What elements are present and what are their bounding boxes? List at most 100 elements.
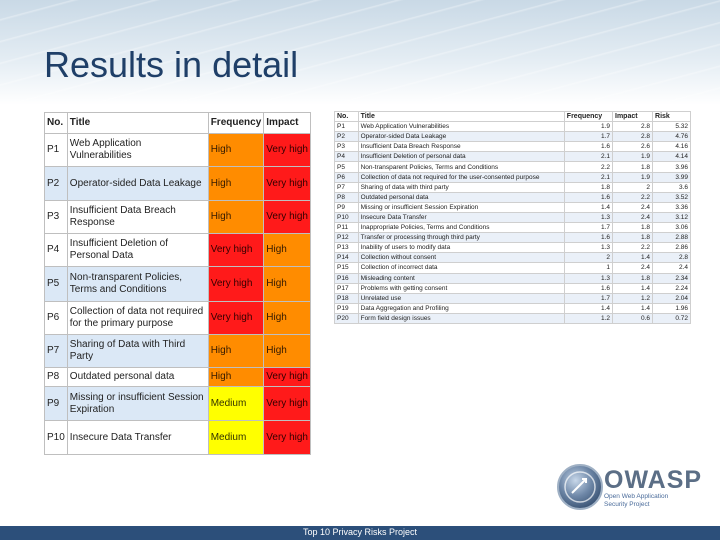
risk-number-cell: P4 <box>334 151 359 163</box>
table-row: P10 Insecure Data Transfer 1.3 2.4 3.12 <box>334 211 691 224</box>
owasp-logo-word: OWASP <box>604 466 703 494</box>
risk-title-cell: Collection of data not required for the … <box>66 301 209 335</box>
frequency-cell: High <box>207 166 265 201</box>
impact-score-cell: 2.8 <box>612 121 654 133</box>
impact-cell: Very high <box>263 133 311 167</box>
impact-score-cell: 1.9 <box>612 151 654 163</box>
header-decoration <box>0 0 720 110</box>
impact-score-cell: 2 <box>612 181 654 193</box>
risk-number-cell: P2 <box>334 131 359 143</box>
frequency-score-cell: 1.9 <box>563 121 614 133</box>
impact-score-cell: 1.2 <box>612 292 654 304</box>
impact-score-cell: 2.4 <box>612 262 654 274</box>
col-header-no: No. <box>334 110 359 123</box>
col-header-impact: Impact <box>263 112 311 134</box>
table-row: P3 Insufficient Data Breach Response 1.6 2.… <box>334 141 691 153</box>
impact-cell: High <box>263 334 311 368</box>
table-row: P16 Misleading content 1.3 1.8 2.34 <box>334 272 691 284</box>
risk-score-cell: 2.24 <box>652 282 691 294</box>
risk-number-cell: P4 <box>44 233 68 267</box>
owasp-logo <box>557 464 603 510</box>
col-header-frequency: Frequency <box>207 112 265 134</box>
frequency-cell: High <box>207 200 265 234</box>
impact-cell: High <box>263 233 311 267</box>
frequency-score-cell: 1.3 <box>563 211 614 224</box>
frequency-cell: High <box>207 133 265 167</box>
risk-number-cell: P5 <box>44 266 68 302</box>
table-row: P11 Inappropriate Policies, Terms and Con… <box>334 222 691 234</box>
col-header-impact: Impact <box>612 110 654 123</box>
impact-cell: High <box>263 301 311 335</box>
frequency-score-cell: 2.1 <box>563 151 614 163</box>
frequency-score-cell: 1.2 <box>563 312 614 324</box>
impact-score-cell: 1.8 <box>612 161 654 173</box>
risk-title-cell: Web Application Vulnerabilities <box>357 121 565 133</box>
table-header-row: No. Title Frequency Impact Risk <box>334 110 691 123</box>
col-header-title: Title <box>66 112 209 134</box>
frequency-score-cell: 1.6 <box>563 282 614 294</box>
risk-number-cell: P16 <box>334 272 359 284</box>
risk-number-cell: P6 <box>44 301 68 335</box>
table-row: P9 Missing or insufficient Session Expira… <box>334 201 691 213</box>
col-header-risk: Risk <box>652 110 691 123</box>
col-header-frequency: Frequency <box>563 110 614 123</box>
table-row: P14 Collection without consent 2 1.4 2.8 <box>334 252 691 264</box>
risk-title-cell: Collection of incorrect data <box>357 262 565 274</box>
table-row: P15 Collection of incorrect data 1 2.4 2.4 <box>334 262 691 274</box>
risk-score-cell: 0.72 <box>652 312 691 324</box>
impact-score-cell: 2.4 <box>612 201 654 213</box>
risk-number-cell: P20 <box>334 312 359 324</box>
frequency-score-cell: 2.1 <box>563 171 614 183</box>
risk-title-cell: Web Application Vulnerabilities <box>66 133 209 167</box>
risk-score-cell: 1.96 <box>652 302 691 314</box>
risk-number-cell: P17 <box>334 282 359 294</box>
impact-cell: Very high <box>263 420 311 455</box>
risk-title-cell: Missing or insufficient Session Expirati… <box>66 386 209 421</box>
risk-title-cell: Form field design issues <box>357 312 565 324</box>
impact-score-cell: 1.8 <box>612 272 654 284</box>
table-row: P17 Problems with getting consent 1.6 1.4 2.… <box>334 282 691 294</box>
risk-number-cell: P5 <box>334 161 359 173</box>
impact-cell: Very high <box>263 367 311 387</box>
table-row: P4 Insufficient Deletion of Personal Data… <box>44 233 311 267</box>
table-row: P18 Unrelated use 1.7 1.2 2.04 <box>334 292 691 304</box>
table-row: P10 Insecure Data Transfer Medium Very high <box>44 420 311 455</box>
risk-number-cell: P15 <box>334 262 359 274</box>
risk-score-cell: 2.88 <box>652 232 691 244</box>
risk-number-cell: P1 <box>334 121 359 133</box>
frequency-score-cell: 1.3 <box>563 272 614 284</box>
frequency-score-cell: 1.3 <box>563 242 614 254</box>
frequency-score-cell: 1.4 <box>563 201 614 213</box>
impact-score-cell: 2.2 <box>612 242 654 254</box>
risk-score-cell: 3.12 <box>652 211 691 224</box>
logo-subtitle-line2: Security Project <box>604 501 650 508</box>
risk-rating-table: No. Title Frequency Impact P1 Web Applica… <box>44 112 311 455</box>
table-row: P6 Collection of data not required for th… <box>334 171 691 183</box>
risk-number-cell: P3 <box>334 141 359 153</box>
frequency-cell: Medium <box>207 420 265 455</box>
risk-title-cell: Insecure Data Transfer <box>357 211 565 224</box>
frequency-score-cell: 1 <box>563 262 614 274</box>
risk-title-cell: Unrelated use <box>357 292 565 304</box>
risk-title-cell: Transfer or processing through third par… <box>357 232 565 244</box>
impact-score-cell: 1.4 <box>612 302 654 314</box>
risk-title-cell: Sharing of Data with Third Party <box>66 334 209 368</box>
risk-number-cell: P14 <box>334 252 359 264</box>
frequency-cell: High <box>207 367 265 387</box>
risk-number-cell: P12 <box>334 232 359 244</box>
footer-bar <box>0 526 720 540</box>
impact-score-cell: 2.2 <box>612 191 654 203</box>
risk-title-cell: Misleading content <box>357 272 565 284</box>
risk-title-cell: Missing or insufficient Session Expirati… <box>357 201 565 213</box>
risk-number-cell: P1 <box>44 133 68 167</box>
risk-number-cell: P11 <box>334 222 359 234</box>
table-row: P1 Web Application Vulnerabilities 1.9 2.8 5… <box>334 121 691 133</box>
impact-score-cell: 1.9 <box>612 171 654 183</box>
impact-score-cell: 2.4 <box>612 211 654 224</box>
risk-title-cell: Non-transparent Policies, Terms and Cond… <box>357 161 565 173</box>
risk-title-cell: Insufficient Data Breach Response <box>66 200 209 234</box>
risk-title-cell: Insufficient Deletion of personal data <box>357 151 565 163</box>
risk-number-cell: P18 <box>334 292 359 304</box>
risk-score-cell: 4.76 <box>652 131 691 143</box>
risk-score-cell: 4.14 <box>652 151 691 163</box>
